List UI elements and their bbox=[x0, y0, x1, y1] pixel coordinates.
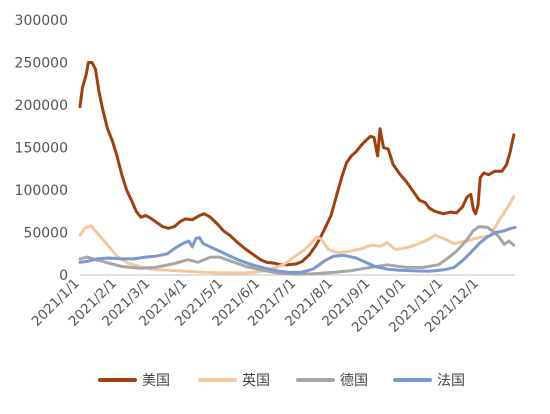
y-tick-label: 300000 bbox=[15, 13, 68, 29]
legend-label: 法国 bbox=[437, 373, 465, 389]
legend-label: 英国 bbox=[242, 372, 270, 389]
x-axis: 2021/1/12021/2/12021/3/12021/4/12021/5/1… bbox=[29, 274, 515, 336]
series-line-3 bbox=[78, 225, 516, 276]
y-tick-label: 50000 bbox=[23, 226, 68, 242]
y-tick-label: 200000 bbox=[15, 98, 68, 114]
y-tick-label: 100000 bbox=[15, 183, 68, 199]
y-tick-label: 0 bbox=[59, 268, 68, 284]
series-line-2 bbox=[78, 195, 516, 275]
series-line-1 bbox=[78, 61, 516, 267]
y-axis: 0 50000 100000 150000 200000 250000 300000 bbox=[15, 13, 68, 284]
legend: 美国 英国 德国 法国 bbox=[98, 372, 465, 389]
y-tick-label: 250000 bbox=[15, 56, 68, 72]
legend-label: 美国 bbox=[142, 373, 170, 389]
series-lines bbox=[78, 61, 517, 276]
series-line-4 bbox=[78, 225, 517, 274]
y-tick-label: 150000 bbox=[15, 141, 68, 157]
legend-label: 德国 bbox=[340, 373, 368, 389]
